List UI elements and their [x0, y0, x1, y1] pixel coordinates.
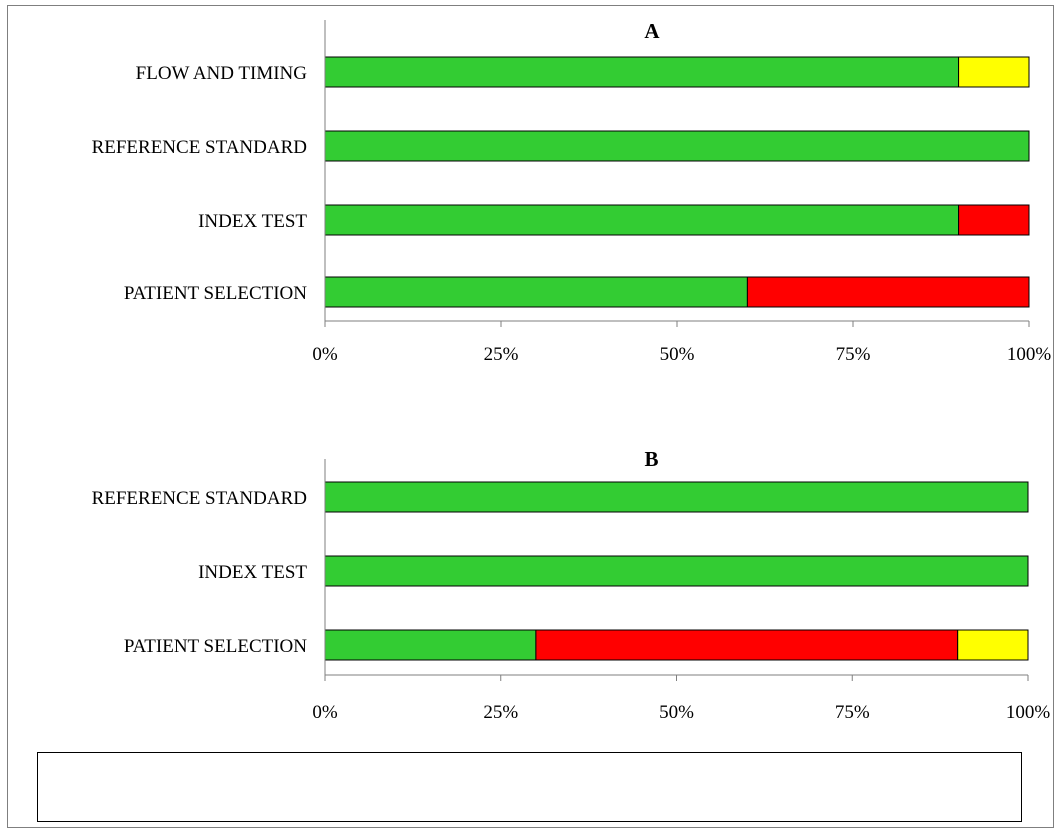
chart-b-bar-reference-standard-low-risk-of-bias [324, 481, 1029, 513]
chart-a-bar-index-test-low-risk-of-bias [324, 204, 960, 236]
chart-a-bar-flow-and-timing-low-risk-of-bias [324, 56, 960, 88]
chart-a-bar-flow-and-timing-unclear-risk-of-bias [958, 56, 1030, 88]
chart-b-bar-index-test-low-risk-of-bias [324, 555, 1029, 587]
chart-a-category-label: REFERENCE STANDARD [92, 137, 307, 158]
chart-a-category-label: FLOW AND TIMING [136, 63, 308, 84]
chart-a-x-tick-label: 25% [484, 344, 519, 365]
chart-b-x-tick-label: 25% [483, 702, 518, 723]
chart-a-title: A [644, 19, 660, 43]
chart-a-x-tick-label: 0% [312, 344, 338, 365]
chart-a-category-label: INDEX TEST [198, 211, 307, 232]
chart-b-bar-patient-selection-high-risk-of-bias [535, 629, 959, 661]
chart-b-x-tick-label: 100% [1006, 702, 1051, 723]
chart-a-x-tick-label: 50% [660, 344, 695, 365]
chart-b-x-tick-label: 0% [312, 702, 338, 723]
chart-a-x-tick-label: 75% [836, 344, 871, 365]
chart-b-x-tick-label: 75% [835, 702, 870, 723]
chart-b-category-label: REFERENCE STANDARD [92, 488, 307, 509]
chart-a-bar-patient-selection-low-risk-of-bias [324, 276, 748, 308]
chart-a-bar-index-test-high-risk-of-bias [958, 204, 1030, 236]
chart-a-x-tick-label: 100% [1007, 344, 1052, 365]
chart-b-x-tick-label: 50% [659, 702, 694, 723]
chart-b-title: B [644, 447, 658, 471]
chart-b-bar-patient-selection-unclear-risk-of-bias [957, 629, 1029, 661]
chart-a-category-label: PATIENT SELECTION [124, 283, 307, 304]
chart-a-bar-patient-selection-high-risk-of-bias [746, 276, 1030, 308]
chart-b-category-label: PATIENT SELECTION [124, 636, 307, 657]
chart-b-bar-patient-selection-low-risk-of-bias [324, 629, 537, 661]
chart-b-category-label: INDEX TEST [198, 562, 307, 583]
chart-a-bar-reference-standard-low-risk-of-bias [324, 130, 1030, 162]
legend [37, 752, 1022, 822]
